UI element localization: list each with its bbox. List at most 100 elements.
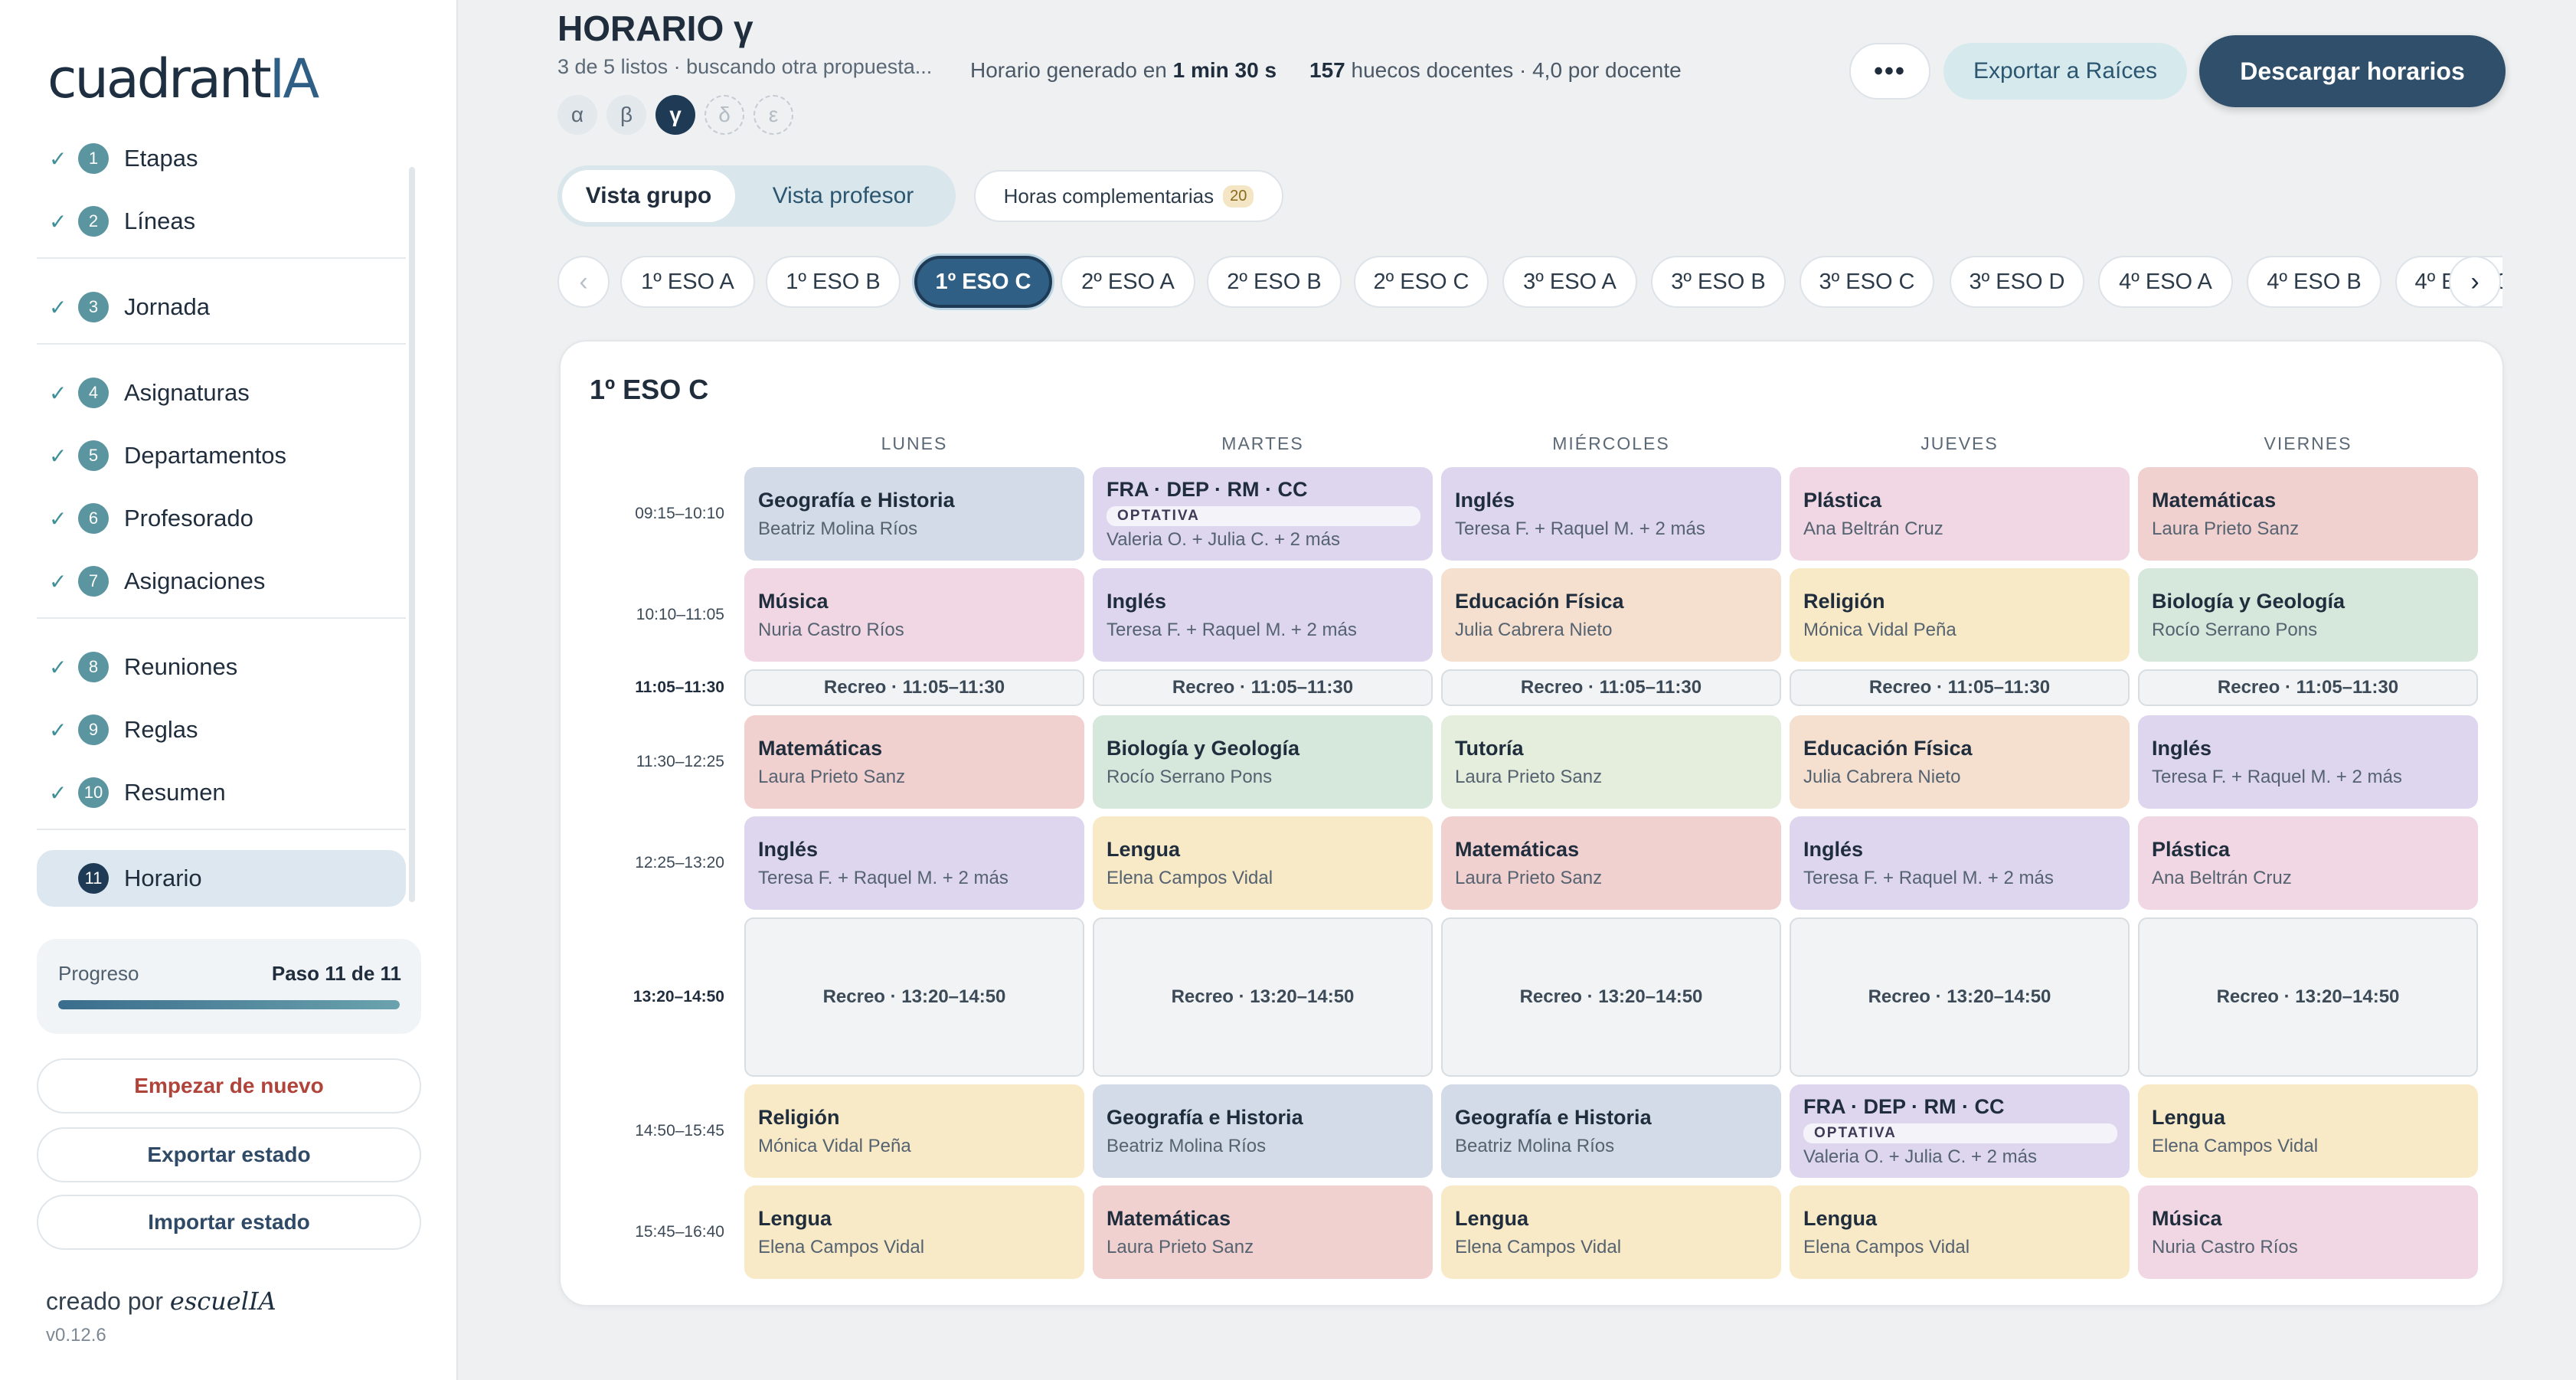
day-header: LUNES [881,433,948,453]
class-cell[interactable]: Geografía e Historia Beatriz Molina Ríos [1441,1084,1781,1178]
break-cell: Recreo · 13:20–14:50 [1093,917,1433,1077]
class-teacher: Elena Campos Vidal [1455,1236,1622,1257]
class-teacher: Mónica Vidal Peña [1803,619,1957,640]
class-cell[interactable]: Lengua Elena Campos Vidal [1790,1185,2130,1279]
class-cell[interactable]: Religión Mónica Vidal Peña [744,1084,1084,1178]
time-slot-label: 11:30–12:25 [636,753,724,770]
class-cell[interactable]: Educación Física Julia Cabrera Nieto [1441,568,1781,662]
class-cell[interactable]: Inglés Teresa F. + Raquel M. + 2 más [1441,467,1781,561]
group-tab[interactable]: 2º ESO B [1207,256,1342,308]
import-state-button[interactable]: Importar estado [37,1195,421,1250]
class-cell[interactable]: Lengua Elena Campos Vidal [1441,1185,1781,1279]
variant-chip[interactable]: ε [754,95,793,135]
sidebar-item-horario[interactable]: 11 Horario [37,850,406,907]
class-subject: Lengua [1455,1206,1529,1230]
variant-chip[interactable]: γ [655,95,695,135]
sidebar-item-profesorado[interactable]: ✓ 6 Profesorado [37,490,406,547]
class-cell[interactable]: Lengua Elena Campos Vidal [744,1185,1084,1279]
step-label: Departamentos [124,442,286,469]
variant-chip[interactable]: α [557,95,597,135]
export-state-button[interactable]: Exportar estado [37,1127,421,1182]
variant-chip[interactable]: δ [704,95,744,135]
download-schedules-button[interactable]: Descargar horarios [2199,35,2506,107]
restart-button[interactable]: Empezar de nuevo [37,1058,421,1113]
class-teacher: Julia Cabrera Nieto [1455,619,1613,640]
group-tab[interactable]: 4º ESO B [2247,256,2381,308]
break-cell: Recreo · 11:05–11:30 [1441,669,1781,706]
group-tab[interactable]: 3º ESO C [1800,256,1934,308]
group-tab[interactable]: 3º ESO D [1950,256,2084,308]
class-teacher: Teresa F. + Raquel M. + 2 más [758,867,1008,888]
class-cell[interactable]: Geografía e Historia Beatriz Molina Ríos [1093,1084,1433,1178]
view-teacher-tab[interactable]: Vista profesor [772,183,914,208]
class-teacher: Laura Prieto Sanz [1455,867,1603,888]
class-cell[interactable]: Lengua Elena Campos Vidal [1093,816,1433,910]
view-group-tab[interactable]: Vista grupo [562,170,735,222]
check-icon: ✓ [49,295,67,319]
class-cell[interactable]: Tutoría Laura Prieto Sanz [1441,715,1781,809]
class-subject: FRA · DEP · RM · CC [1803,1094,2005,1118]
group-tab[interactable]: 1º ESO C [914,256,1052,308]
step-label: Jornada [124,293,211,320]
sidebar-item-resumen[interactable]: ✓ 10 Resumen [37,764,406,821]
group-tab[interactable]: 2º ESO A [1061,256,1195,308]
class-teacher: Elena Campos Vidal [758,1236,925,1257]
group-tab[interactable]: 4º ESO A [2098,256,2233,308]
class-cell[interactable]: Biología y Geología Rocío Serrano Pons [2138,568,2478,662]
time-slot-label: 14:50–15:45 [635,1122,724,1140]
class-teacher: Valeria O. + Julia C. + 2 más [1107,528,1341,550]
sidebar-item-lineas[interactable]: ✓ 2 Líneas [37,193,406,250]
tabs-prev-button[interactable]: ‹ [557,256,610,308]
class-cell[interactable]: Música Nuria Castro Ríos [2138,1185,2478,1279]
class-cell[interactable]: Matemáticas Laura Prieto Sanz [2138,467,2478,561]
class-cell[interactable]: FRA · DEP · RM · CC OPTATIVA Valeria O. + … [1790,1084,2130,1178]
tabs-next-button[interactable]: › [2449,256,2501,308]
group-tab[interactable]: 3º ESO A [1502,256,1637,308]
class-cell[interactable]: Religión Mónica Vidal Peña [1790,568,2130,662]
class-teacher: Nuria Castro Ríos [2152,1236,2298,1257]
group-tab[interactable]: 2º ESO C [1354,256,1489,308]
class-teacher: Teresa F. + Raquel M. + 2 más [1107,619,1357,640]
sidebar-item-asignaciones[interactable]: ✓ 7 Asignaciones [37,553,406,610]
class-cell[interactable]: Biología y Geología Rocío Serrano Pons [1093,715,1433,809]
class-cell[interactable]: Matemáticas Laura Prieto Sanz [744,715,1084,809]
class-cell[interactable]: Educación Física Julia Cabrera Nieto [1790,715,2130,809]
class-cell[interactable]: Inglés Teresa F. + Raquel M. + 2 más [744,816,1084,910]
class-subject: Plástica [1803,488,1882,512]
sidebar-item-reglas[interactable]: ✓ 9 Reglas [37,701,406,758]
sidebar-item-departamentos[interactable]: ✓ 5 Departamentos [37,427,406,484]
class-cell[interactable]: Matemáticas Laura Prieto Sanz [1441,816,1781,910]
class-teacher: Laura Prieto Sanz [2152,518,2300,539]
step-label: Asignaciones [124,567,266,594]
complementary-hours-button[interactable]: Horas complementarias 20 [974,170,1283,222]
gaps-text: huecos docentes · 4,0 por docente [1351,58,1682,82]
class-cell[interactable]: Geografía e Historia Beatriz Molina Ríos [744,467,1084,561]
class-cell[interactable]: Inglés Teresa F. + Raquel M. + 2 más [1790,816,2130,910]
credit-brand[interactable]: escuelIA [169,1287,276,1316]
group-tab[interactable]: 1º ESO B [766,256,901,308]
class-cell[interactable]: FRA · DEP · RM · CC OPTATIVA Valeria O. + … [1093,467,1433,561]
variant-chip[interactable]: β [606,95,646,135]
group-tab[interactable]: 3º ESO B [1651,256,1786,308]
class-cell[interactable]: Inglés Teresa F. + Raquel M. + 2 más [1093,568,1433,662]
group-tab[interactable]: 1º ESO A [620,256,755,308]
class-teacher: Elena Campos Vidal [1107,867,1273,888]
sidebar-item-jornada[interactable]: ✓ 3 Jornada [37,279,406,335]
sidebar-scrollbar[interactable] [409,167,415,902]
class-cell[interactable]: Música Nuria Castro Ríos [744,568,1084,662]
export-raices-button[interactable]: Exportar a Raíces [1943,43,2187,100]
class-cell[interactable]: Matemáticas Laura Prieto Sanz [1093,1185,1433,1279]
credit-prefix: creado por [46,1287,163,1315]
app-logo[interactable]: cuadrantIA [47,47,319,110]
class-cell[interactable]: Lengua Elena Campos Vidal [2138,1084,2478,1178]
sidebar-item-asignaturas[interactable]: ✓ 4 Asignaturas [37,365,406,421]
more-options-button[interactable]: ••• [1849,43,1930,100]
class-cell[interactable]: Plástica Ana Beltrán Cruz [2138,816,2478,910]
break-cell: Recreo · 13:20–14:50 [744,917,1084,1077]
class-cell[interactable]: Inglés Teresa F. + Raquel M. + 2 más [2138,715,2478,809]
class-cell[interactable]: Plástica Ana Beltrán Cruz [1790,467,2130,561]
class-subject: Matemáticas [758,736,883,760]
sidebar-item-reuniones[interactable]: ✓ 8 Reuniones [37,639,406,695]
sidebar-item-etapas[interactable]: ✓ 1 Etapas [37,130,406,187]
